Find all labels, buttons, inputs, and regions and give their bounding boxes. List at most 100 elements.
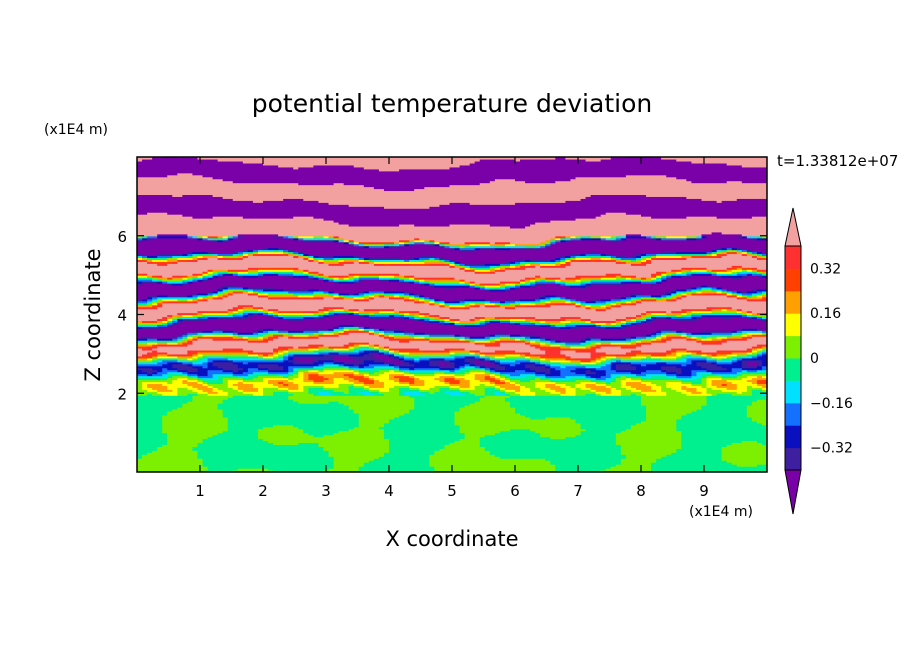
contour-cell [756, 349, 763, 353]
contour-cell [726, 383, 738, 386]
contour-cell [464, 371, 471, 375]
contour-cell [404, 312, 410, 316]
contour-cell [167, 300, 178, 304]
contour-cell [625, 174, 667, 178]
contour-cell [550, 304, 577, 308]
contour-cell [373, 330, 380, 333]
contour-cell [494, 267, 501, 270]
contour-cell [555, 235, 561, 239]
contour-cell [227, 379, 244, 383]
contour-cell [257, 387, 264, 390]
contour-cell [414, 188, 767, 192]
contour-cell [157, 296, 194, 300]
contour-cell [545, 371, 551, 375]
contour-cell [746, 296, 763, 300]
contour-cell [595, 391, 607, 394]
contour-cell [444, 300, 461, 304]
contour-cell [348, 365, 360, 369]
contour-cell [192, 446, 325, 449]
contour-cell [217, 296, 224, 300]
contour-cell [489, 241, 496, 245]
contour-cell [389, 438, 461, 442]
contour-cell [761, 253, 767, 257]
contour-cell [741, 294, 748, 298]
contour-cell [424, 383, 451, 386]
contour-cell [157, 298, 163, 302]
contour-cell [459, 261, 506, 264]
contour-cell [399, 381, 410, 385]
contour-cell [353, 279, 360, 282]
contour-cell [590, 257, 602, 260]
contour-cell [721, 308, 728, 312]
contour-cell [590, 259, 597, 262]
contour-cell [273, 286, 446, 290]
contour-cell [691, 275, 718, 278]
contour-cell [232, 314, 244, 318]
contour-cell [590, 357, 597, 361]
contour-cell [252, 371, 269, 375]
contour-cell [641, 334, 647, 337]
contour-cell [540, 265, 566, 268]
contour-cell [651, 216, 687, 219]
contour-cell [726, 247, 733, 251]
contour-cell [419, 281, 425, 284]
contour-cell [656, 314, 667, 318]
contour-cell [389, 338, 400, 341]
contour-cell [419, 283, 425, 286]
contour-cell [147, 371, 153, 375]
contour-cell [504, 377, 511, 381]
contour-cell [157, 294, 168, 298]
contour-cell [424, 296, 430, 300]
contour-cell [711, 308, 723, 312]
contour-cell [459, 365, 466, 369]
contour-cell [439, 387, 451, 390]
contour-cell [630, 277, 642, 280]
contour-cell [383, 346, 390, 349]
contour-cell [333, 239, 340, 243]
contour-cell [585, 344, 592, 347]
contour-cell [721, 247, 728, 251]
contour-cell [600, 214, 642, 217]
contour-cell [318, 393, 335, 396]
contour-cell [726, 355, 733, 359]
contour-cell [590, 338, 602, 341]
contour-cell [646, 336, 652, 339]
contour-cell [746, 235, 758, 239]
contour-cell [343, 259, 360, 262]
contour-cell [615, 318, 622, 322]
contour-cell [499, 371, 536, 375]
contour-cell [681, 387, 698, 390]
contour-cell [489, 320, 501, 323]
contour-cell [404, 275, 410, 278]
contour-cell [137, 405, 183, 408]
contour-cell [756, 275, 763, 278]
contour-cell [454, 363, 466, 367]
contour-cell [560, 263, 566, 266]
contour-cell [515, 259, 526, 262]
contour-cell [167, 442, 199, 446]
contour-cell [635, 296, 642, 300]
contour-cell [756, 361, 763, 365]
contour-cell [197, 294, 204, 298]
contour-cell [409, 361, 430, 365]
contour-cell [383, 428, 461, 432]
contour-cell [504, 267, 516, 270]
contour-cell [227, 416, 360, 420]
contour-cell [172, 353, 188, 357]
contour-cell [545, 342, 551, 345]
contour-cell [686, 216, 718, 219]
contour-cell [157, 304, 163, 308]
contour-cell [575, 434, 617, 438]
contour-cell [197, 391, 209, 394]
contour-cell [504, 393, 511, 396]
contour-cell [338, 292, 350, 296]
contour-cell [635, 275, 652, 278]
contour-cell [484, 320, 491, 323]
contour-cell [167, 367, 178, 371]
contour-cell [162, 424, 229, 428]
contour-cell [232, 383, 254, 386]
contour-cell [328, 275, 335, 278]
contour-cell [298, 251, 304, 255]
contour-cell [399, 243, 405, 247]
contour-cell [137, 442, 168, 446]
